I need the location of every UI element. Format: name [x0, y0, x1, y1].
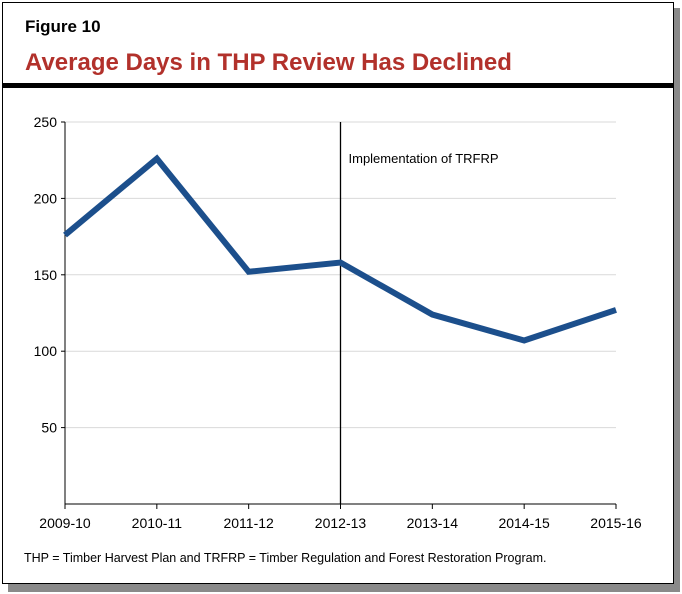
- y-tick-label: 150: [34, 267, 58, 283]
- footnote: THP = Timber Harvest Plan and TRFRP = Ti…: [24, 551, 547, 565]
- x-tick-label: 2011-12: [223, 515, 274, 531]
- x-tick-label: 2015-16: [590, 515, 642, 531]
- annotation-label: Implementation of TRFRP: [349, 151, 499, 166]
- figure-label: Figure 10: [25, 17, 101, 36]
- x-tick-label: 2012-13: [315, 515, 367, 531]
- x-tick-label: 2014-15: [498, 515, 550, 531]
- y-tick-label: 200: [34, 190, 58, 206]
- figure-frame: Figure 10 Average Days in THP Review Has…: [2, 2, 674, 584]
- header-divider: [3, 83, 673, 88]
- y-tick-label: 250: [34, 114, 58, 130]
- x-tick-label: 2009-10: [39, 515, 91, 531]
- y-tick-label: 50: [41, 420, 57, 436]
- chart-title: Average Days in THP Review Has Declined: [25, 49, 512, 76]
- x-tick-label: 2013-14: [407, 515, 459, 531]
- x-tick-label: 2010-11: [132, 515, 183, 531]
- y-tick-label: 100: [34, 343, 58, 359]
